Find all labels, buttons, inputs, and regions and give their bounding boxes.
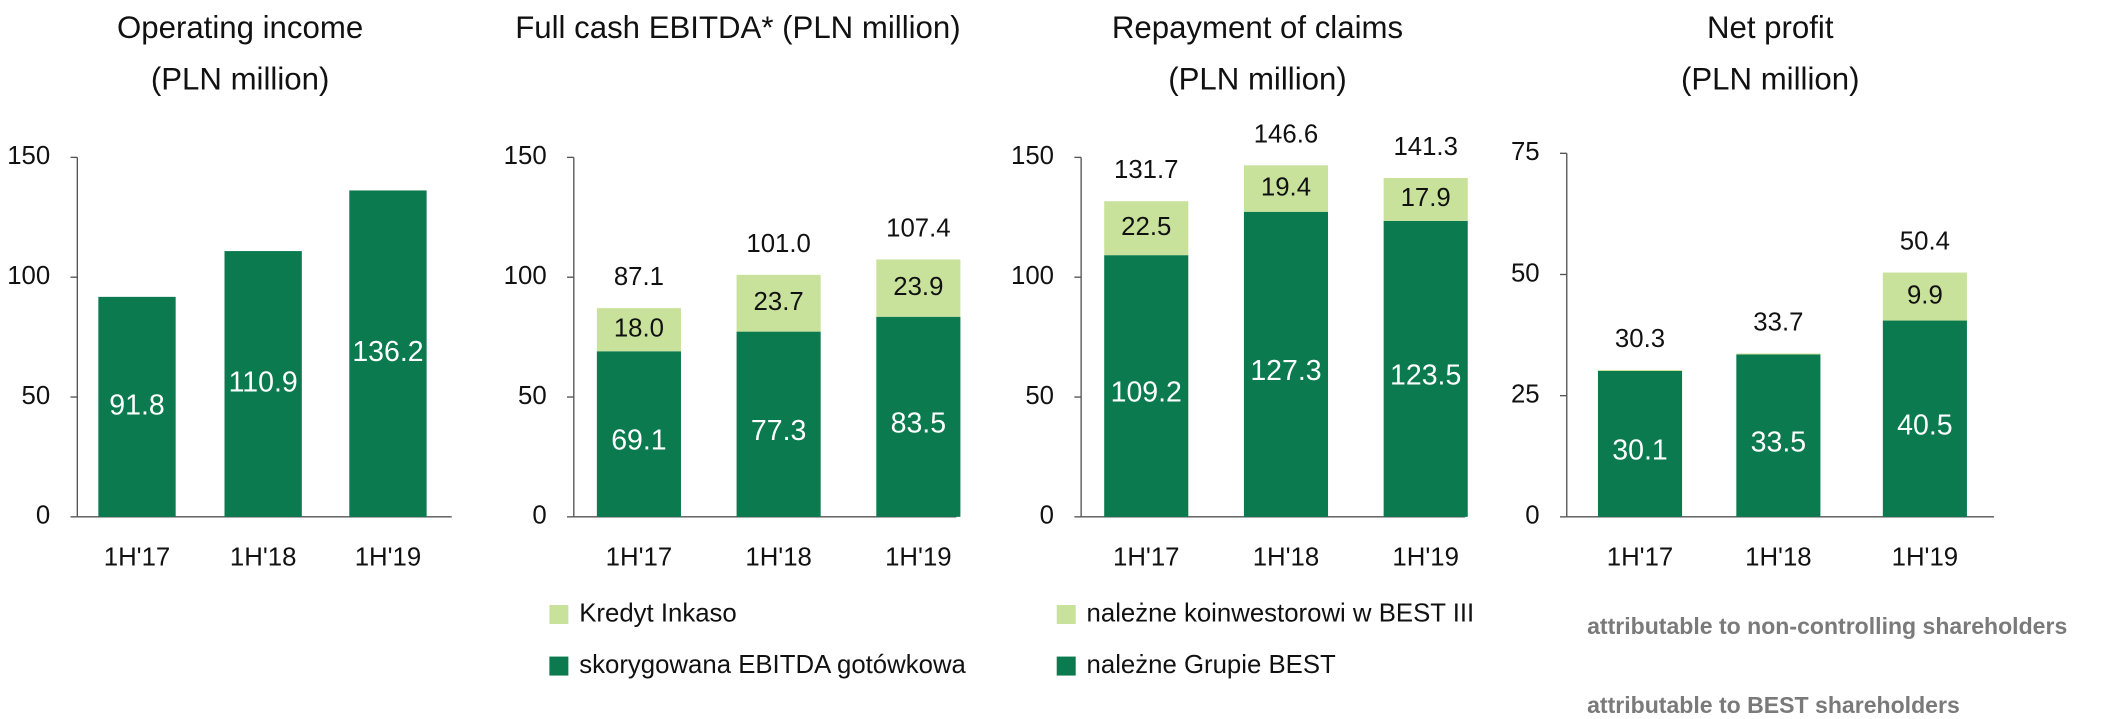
total-label: 141.3 [1393, 133, 1457, 161]
legend-label: należne koinwestorowi w BEST III [1087, 599, 1475, 627]
y-tick-label: 100 [504, 262, 547, 290]
x-tick-label: 1H'17 [104, 544, 171, 572]
bar-segment [1243, 211, 1329, 517]
bar-segment [596, 351, 681, 517]
value-label: 83.5 [891, 407, 946, 439]
bar-segment [1882, 320, 1967, 517]
y-tick-label: 150 [1011, 142, 1054, 170]
x-tick-label: 1H'17 [606, 544, 673, 572]
legend-swatch [549, 605, 569, 625]
y-tick-label: 0 [36, 502, 50, 530]
value-label: 17.9 [1401, 184, 1451, 212]
y-tick-label: 100 [7, 262, 50, 290]
value-label: 18.0 [614, 315, 664, 343]
x-tick-label: 1H'17 [1113, 544, 1180, 572]
y-tick-label: 50 [22, 382, 51, 410]
bar [98, 296, 176, 517]
value-label: 69.1 [611, 425, 666, 457]
chart-subtitle: (PLN million) [1168, 62, 1347, 97]
y-tick-label: 25 [1511, 380, 1540, 408]
x-tick-label: 1H'18 [745, 544, 812, 572]
legend-swatch [549, 656, 569, 676]
x-tick-label: 1H'18 [230, 544, 297, 572]
bar-segment [1104, 255, 1189, 517]
bar-segment [1882, 272, 1967, 321]
x-tick-label: 1H'19 [1392, 544, 1459, 572]
bar-segment [596, 308, 681, 352]
chart-title: Repayment of claims [1112, 10, 1403, 45]
bar-segment [1736, 353, 1821, 355]
value-label: 123.5 [1390, 360, 1461, 392]
value-label: 110.9 [229, 366, 298, 398]
legend-label: skorygowana EBITDA gotówkowa [579, 651, 966, 679]
y-tick-label: 100 [1011, 262, 1054, 290]
y-tick-label: 0 [1525, 502, 1539, 530]
y-tick-label: 0 [532, 502, 546, 530]
bar-segment [1597, 370, 1683, 517]
value-label: 22.5 [1121, 213, 1171, 241]
chart-title: Operating income [117, 10, 363, 45]
total-label: 87.1 [614, 263, 664, 291]
legend-label: attributable to non-controlling sharehol… [1587, 613, 2067, 639]
value-label: 109.2 [1111, 377, 1182, 409]
value-label: 136.2 [352, 336, 423, 368]
y-tick-label: 50 [1511, 259, 1540, 287]
y-tick-label: 75 [1511, 138, 1540, 166]
chart-title: Net profit [1707, 10, 1834, 45]
bar-segment [876, 259, 961, 317]
x-tick-label: 1H'17 [1607, 544, 1674, 572]
x-tick-label: 1H'19 [1892, 544, 1959, 572]
value-label: 23.7 [754, 288, 804, 316]
bar-segment [1383, 177, 1468, 221]
value-label: 127.3 [1250, 355, 1321, 387]
bar-segment [876, 316, 961, 517]
legend-label: Kredyt Inkaso [579, 599, 737, 627]
value-label: 91.8 [109, 389, 164, 421]
value-label: 19.4 [1261, 173, 1311, 201]
x-tick-label: 1H'19 [885, 544, 952, 572]
value-label: 30.1 [1612, 435, 1667, 467]
bar-segment [1243, 165, 1329, 212]
x-tick-label: 1H'19 [355, 544, 422, 572]
total-label: 146.6 [1254, 120, 1318, 148]
bar-segment [736, 331, 821, 517]
value-label: 9.9 [1907, 281, 1943, 309]
chart-subtitle: (PLN million) [151, 62, 329, 97]
x-tick-label: 1H'18 [1253, 544, 1320, 572]
legend-swatch [1056, 656, 1076, 676]
y-tick-label: 50 [1025, 382, 1054, 410]
chart-title: Full cash EBITDA* (PLN million) [515, 10, 960, 45]
legend-label: attributable to BEST shareholders [1587, 692, 1960, 718]
bar [349, 190, 427, 517]
y-tick-label: 150 [7, 142, 50, 170]
value-label: 77.3 [751, 415, 806, 447]
total-label: 101.0 [746, 230, 810, 258]
total-label: 50.4 [1900, 228, 1950, 256]
bar-segment [1736, 354, 1821, 517]
y-tick-label: 50 [518, 382, 547, 410]
legend-swatch [1056, 605, 1076, 625]
total-label: 33.7 [1753, 308, 1803, 336]
bar-segment [1383, 220, 1468, 517]
x-tick-label: 1H'18 [1745, 544, 1812, 572]
legend-label: należne Grupie BEST [1087, 651, 1336, 679]
bar-segment [736, 274, 821, 332]
bar [224, 251, 302, 517]
total-label: 30.3 [1615, 325, 1665, 353]
bar-segment [1597, 369, 1683, 371]
value-label: 33.5 [1751, 426, 1806, 458]
chart-subtitle: (PLN million) [1681, 62, 1860, 97]
total-label: 107.4 [886, 214, 950, 242]
bar-segment [1104, 201, 1189, 256]
value-label: 23.9 [893, 273, 943, 301]
total-label: 131.7 [1114, 156, 1178, 184]
value-label: 40.5 [1897, 409, 1952, 441]
y-tick-label: 150 [504, 142, 547, 170]
y-tick-label: 0 [1040, 502, 1054, 530]
